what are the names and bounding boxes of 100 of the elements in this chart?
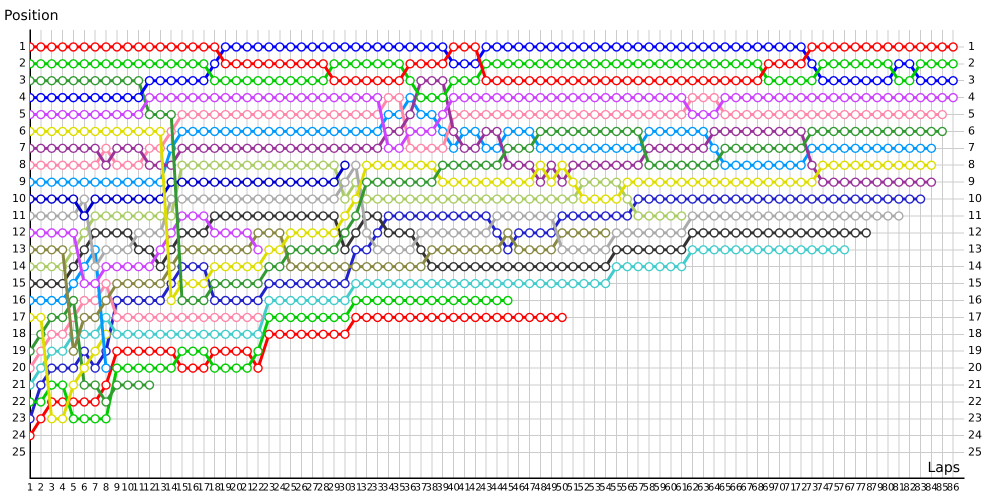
x-tick-label: 81 xyxy=(892,482,906,494)
point xyxy=(536,245,546,254)
y-tick-label: 24 xyxy=(12,428,26,442)
point xyxy=(47,330,56,339)
point xyxy=(492,245,502,254)
x-tick-label: 31 xyxy=(349,482,362,494)
y-tick-label: 11 xyxy=(12,208,26,222)
y2-tick-label: 10 xyxy=(968,192,982,205)
point xyxy=(242,177,252,187)
x-tick-label: 28 xyxy=(316,482,330,494)
point xyxy=(134,262,144,272)
x-tick-label: 20 xyxy=(230,482,243,494)
point xyxy=(492,312,502,322)
point xyxy=(372,296,382,306)
point xyxy=(536,312,546,322)
point xyxy=(286,312,296,322)
point xyxy=(156,278,166,288)
x-tick-label: 76 xyxy=(838,482,851,494)
x-tick-label: 48 xyxy=(534,482,547,494)
x-tick-label: 69 xyxy=(762,482,775,494)
point xyxy=(134,312,144,322)
point xyxy=(123,262,132,272)
x-tick-label: 42 xyxy=(468,482,482,494)
point xyxy=(394,312,404,322)
y2-tick-label: 24 xyxy=(968,428,982,442)
y2-tick-label: 22 xyxy=(968,394,982,408)
x-tick-label: 70 xyxy=(773,482,786,494)
point xyxy=(308,262,318,272)
point xyxy=(253,228,263,238)
point xyxy=(351,296,361,306)
point xyxy=(188,211,198,221)
y2-tick-label: 17 xyxy=(968,310,982,324)
point xyxy=(58,245,68,254)
x-tick-label: 27 xyxy=(306,482,319,494)
point xyxy=(188,245,198,254)
point xyxy=(296,177,306,187)
point xyxy=(199,363,208,373)
point xyxy=(329,177,339,187)
x-tick-label: 71 xyxy=(784,482,797,494)
x-tick-label: 12 xyxy=(143,482,156,494)
y-tick-label: 1 xyxy=(19,40,26,53)
point xyxy=(112,262,122,272)
point xyxy=(210,177,220,187)
point xyxy=(58,330,68,339)
x-tick-label: 63 xyxy=(696,482,710,494)
x-tick-label: 78 xyxy=(860,482,873,494)
x-tick-label: 54 xyxy=(599,482,612,494)
point xyxy=(492,296,502,306)
y2-tick-label: 3 xyxy=(968,74,975,87)
point xyxy=(275,312,284,322)
point xyxy=(47,296,56,306)
x-tick-label: 62 xyxy=(686,482,699,494)
point xyxy=(36,194,46,204)
point xyxy=(36,397,46,407)
point xyxy=(253,245,263,254)
point xyxy=(514,245,524,254)
point xyxy=(47,245,56,254)
point xyxy=(210,228,220,238)
x-tick-label: 59 xyxy=(654,482,666,494)
point xyxy=(210,245,220,254)
point xyxy=(557,228,567,238)
point xyxy=(134,363,144,373)
x-tick-label: 16 xyxy=(186,482,200,494)
y-tick-label: 23 xyxy=(12,412,26,425)
x-tick-label: 8 xyxy=(102,482,110,494)
point xyxy=(101,262,111,272)
point xyxy=(134,346,144,356)
point xyxy=(144,363,154,373)
point xyxy=(232,346,242,356)
x-tick-label: 36 xyxy=(404,482,416,494)
point xyxy=(232,312,242,322)
x-tick-label: 22 xyxy=(252,482,264,494)
point xyxy=(448,245,458,254)
point xyxy=(112,278,122,288)
y2-tick-label: 23 xyxy=(968,412,982,425)
x-tick-label: 79 xyxy=(870,482,884,494)
x-tick-label: 43 xyxy=(480,482,493,494)
point xyxy=(264,228,274,238)
x-tick-label: 11 xyxy=(132,482,145,494)
y2-tick-label: 6 xyxy=(968,124,975,138)
point xyxy=(80,380,90,390)
x-tick-label: 47 xyxy=(523,482,536,494)
x-tick-label: 46 xyxy=(512,482,526,494)
x-tick-label: 7 xyxy=(92,482,98,494)
point xyxy=(460,245,470,254)
x-tick-label: 44 xyxy=(490,482,504,494)
x-tick-label: 34 xyxy=(382,482,395,494)
point xyxy=(36,312,46,322)
point xyxy=(188,346,198,356)
x-tick-label: 21 xyxy=(240,482,254,494)
point xyxy=(47,312,56,322)
x-tick-label: 75 xyxy=(827,482,840,494)
point xyxy=(405,296,415,306)
point xyxy=(318,262,328,272)
point xyxy=(156,346,166,356)
point xyxy=(384,312,394,322)
x-tick-label: 55 xyxy=(610,482,623,494)
point xyxy=(308,330,318,339)
point xyxy=(308,312,318,322)
point xyxy=(101,414,111,424)
